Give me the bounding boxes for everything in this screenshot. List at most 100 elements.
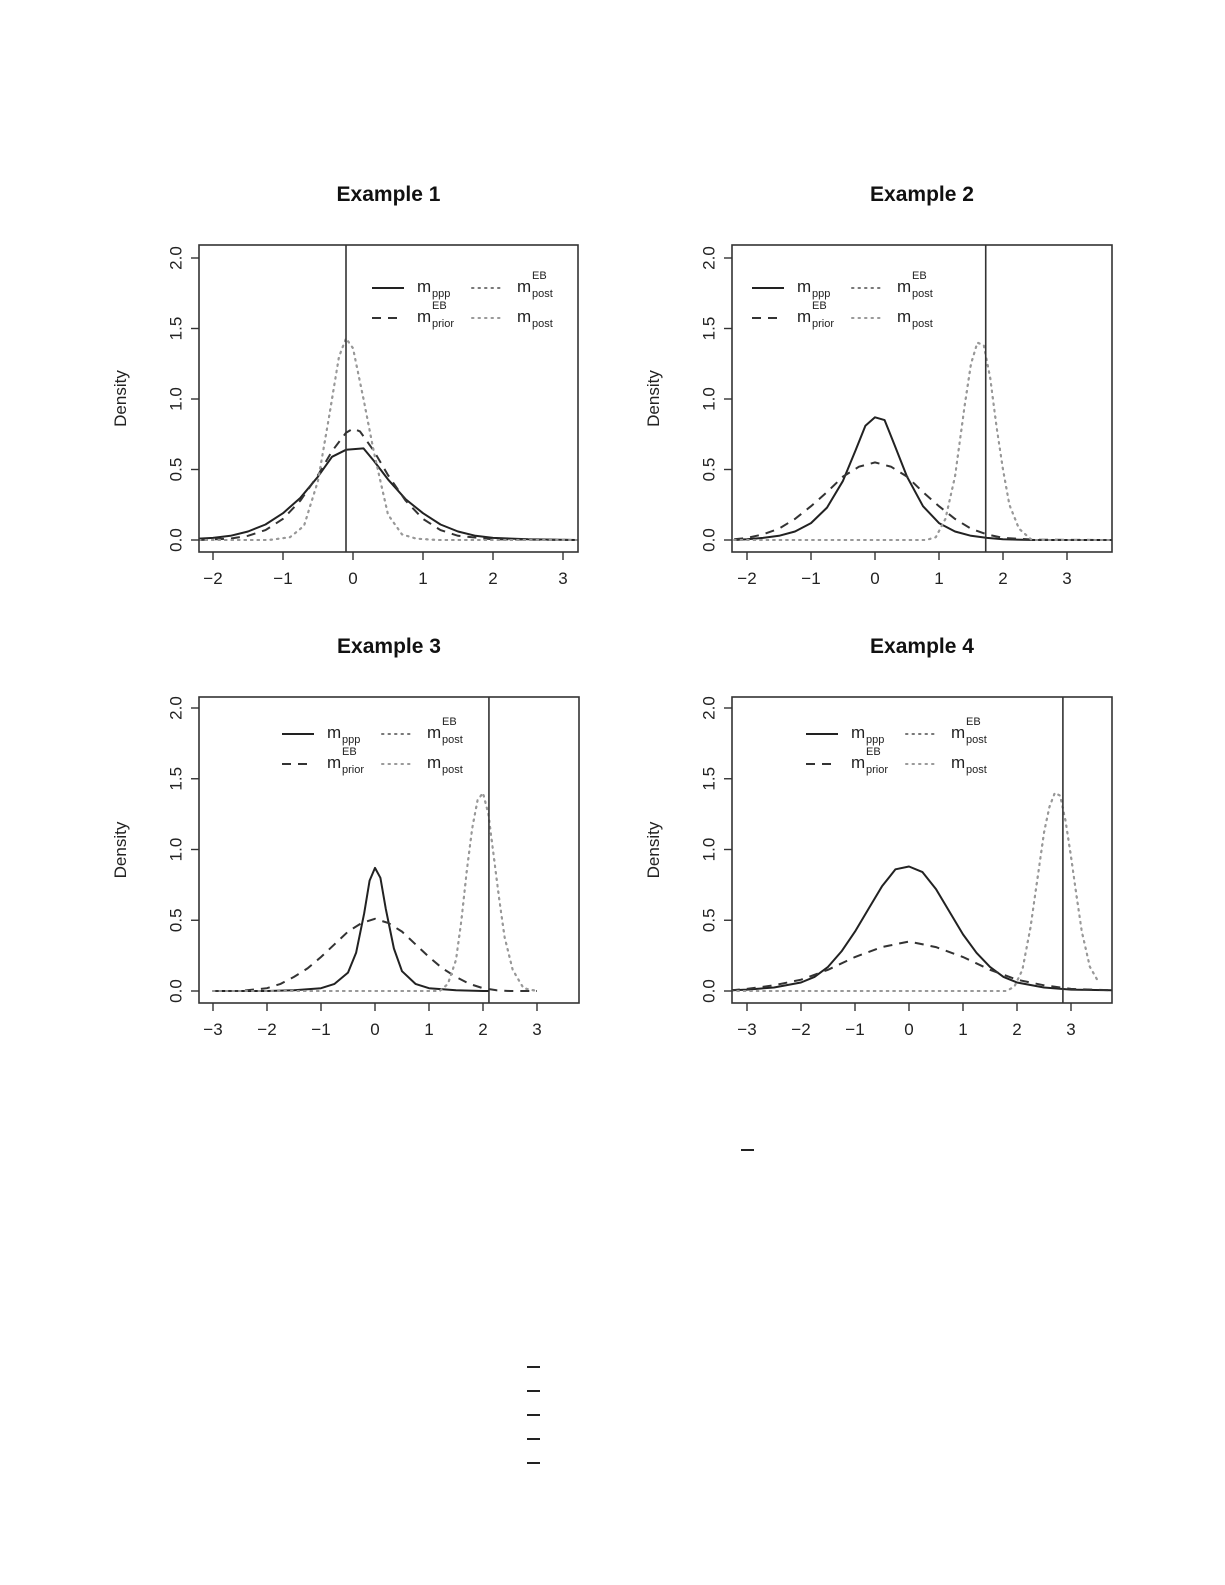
x-tick-label: 1 bbox=[418, 569, 427, 588]
legend-superscript: EB bbox=[342, 746, 357, 758]
legend-subscript: post bbox=[966, 734, 987, 746]
legend-label: m bbox=[851, 723, 865, 742]
y-tick-label: 1.5 bbox=[166, 317, 185, 341]
y-tick-label: 0.5 bbox=[699, 908, 718, 932]
x-tick-label: −1 bbox=[273, 569, 292, 588]
legend-superscript: EB bbox=[812, 300, 827, 312]
y-axis-label: Density bbox=[111, 821, 130, 878]
series-m-post bbox=[199, 336, 578, 541]
legend-subscript: post bbox=[532, 318, 553, 330]
legend-label: m bbox=[327, 753, 341, 772]
x-tick-label: 3 bbox=[558, 569, 567, 588]
legend-superscript: EB bbox=[432, 300, 447, 312]
legend-subscript: ppp bbox=[812, 288, 830, 300]
legend-subscript: post bbox=[442, 764, 463, 776]
series-m-prior-eb bbox=[199, 427, 578, 541]
series-m-ppp bbox=[213, 866, 489, 992]
series-m-prior-eb bbox=[734, 461, 1112, 541]
y-tick-label: 0.0 bbox=[166, 528, 185, 552]
x-tick-label: 3 bbox=[1062, 569, 1071, 588]
legend-subscript: ppp bbox=[866, 734, 884, 746]
legend-superscript: EB bbox=[532, 270, 547, 282]
legend-subscript: ppp bbox=[342, 734, 360, 746]
series-m-post-eb bbox=[733, 341, 1112, 541]
legend-subscript: prior bbox=[866, 764, 888, 776]
plot-frame bbox=[198, 696, 580, 1004]
y-tick-label: 1.0 bbox=[166, 387, 185, 411]
x-tick-label: −2 bbox=[203, 569, 222, 588]
x-tick-label: 2 bbox=[998, 569, 1007, 588]
x-tick-label: 1 bbox=[958, 1020, 967, 1039]
legend-label: m bbox=[897, 277, 911, 296]
x-tick-label: −2 bbox=[737, 569, 756, 588]
x-tick-label: −2 bbox=[257, 1020, 276, 1039]
x-tick-label: 3 bbox=[532, 1020, 541, 1039]
x-tick-label: 0 bbox=[870, 569, 879, 588]
y-tick-label: 1.5 bbox=[699, 767, 718, 791]
legend-label: m bbox=[797, 307, 811, 326]
x-tick-label: −3 bbox=[203, 1020, 222, 1039]
y-tick-label: 1.5 bbox=[699, 317, 718, 341]
y-axis-label: Density bbox=[644, 370, 663, 427]
series-m-ppp bbox=[199, 447, 578, 541]
series-m-post bbox=[212, 790, 538, 992]
plot-frame bbox=[731, 696, 1113, 1004]
y-tick-label: 0.0 bbox=[699, 979, 718, 1003]
dash-mark bbox=[527, 1390, 540, 1392]
legend-subscript: prior bbox=[342, 764, 364, 776]
legend-label: m bbox=[327, 723, 341, 742]
series-m-post bbox=[733, 341, 1112, 541]
y-tick-label: 1.5 bbox=[166, 767, 185, 791]
y-tick-label: 2.0 bbox=[699, 696, 718, 720]
x-tick-label: 3 bbox=[1066, 1020, 1075, 1039]
series-m-ppp bbox=[734, 416, 1112, 541]
y-axis-label: Density bbox=[644, 821, 663, 878]
panel-example-1: Example 1 Density −2 −1 0 1 2 3 0.0 0.5 1.0 1.5 2.… bbox=[111, 183, 579, 588]
dash-mark bbox=[527, 1414, 540, 1416]
dash-mark bbox=[527, 1462, 540, 1464]
legend-superscript: EB bbox=[442, 716, 457, 728]
y-tick-label: 2.0 bbox=[166, 696, 185, 720]
y-tick-label: 0.5 bbox=[166, 458, 185, 482]
legend-label: m bbox=[427, 753, 441, 772]
dash-mark bbox=[741, 1149, 754, 1151]
legend-label: m bbox=[417, 307, 431, 326]
legend-superscript: EB bbox=[912, 270, 927, 282]
x-tick-label: −1 bbox=[311, 1020, 330, 1039]
y-tick-label: 1.0 bbox=[166, 838, 185, 862]
legend-label: m bbox=[951, 753, 965, 772]
series-m-post-eb bbox=[732, 791, 1099, 992]
plot-area bbox=[212, 790, 538, 992]
x-tick-label: 1 bbox=[934, 569, 943, 588]
legend-subscript: post bbox=[912, 288, 933, 300]
legend-label: m bbox=[517, 307, 531, 326]
x-tick-label: −1 bbox=[801, 569, 820, 588]
legend-subscript: post bbox=[442, 734, 463, 746]
legend-label: m bbox=[417, 277, 431, 296]
y-tick-label: 1.0 bbox=[699, 387, 718, 411]
legend-label: m bbox=[797, 277, 811, 296]
legend-label: m bbox=[897, 307, 911, 326]
y-tick-label: 2.0 bbox=[166, 246, 185, 270]
x-tick-label: 0 bbox=[370, 1020, 379, 1039]
legend-label: m bbox=[951, 723, 965, 742]
dash-mark bbox=[527, 1366, 540, 1368]
x-tick-label: 0 bbox=[348, 569, 357, 588]
series-m-post bbox=[732, 791, 1099, 992]
plot-area bbox=[732, 791, 1112, 992]
legend-label: m bbox=[851, 753, 865, 772]
y-tick-label: 0.5 bbox=[699, 458, 718, 482]
y-tick-label: 2.0 bbox=[699, 246, 718, 270]
panel-title: Example 3 bbox=[337, 635, 441, 658]
legend-label: m bbox=[427, 723, 441, 742]
y-tick-label: 1.0 bbox=[699, 838, 718, 862]
plot-area bbox=[733, 341, 1112, 541]
y-tick-label: 0.0 bbox=[166, 979, 185, 1003]
series-m-prior-eb bbox=[213, 917, 537, 992]
dash-mark bbox=[527, 1438, 540, 1440]
